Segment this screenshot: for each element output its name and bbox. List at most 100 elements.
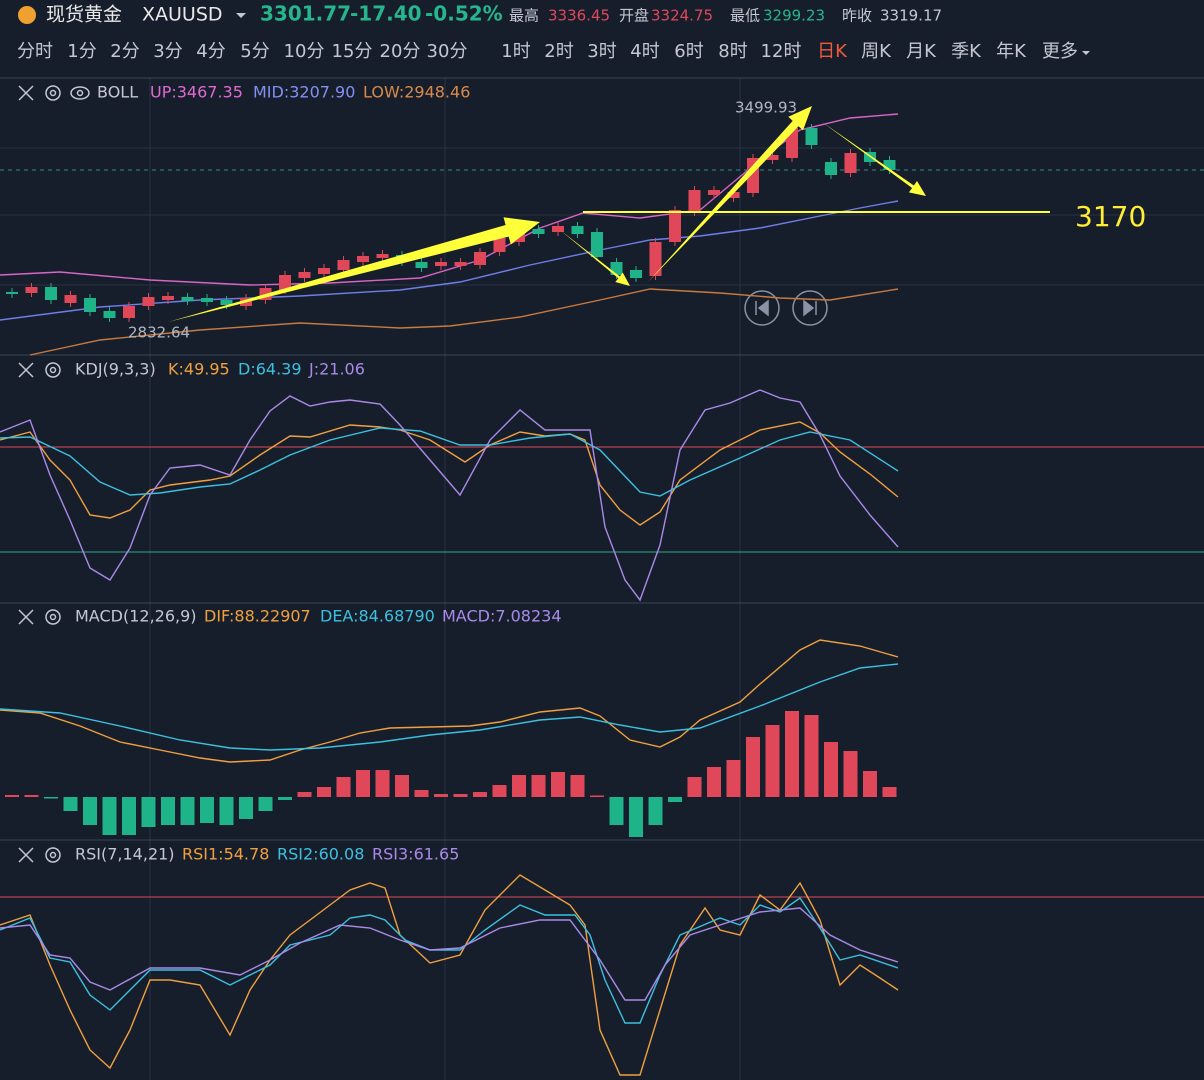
timeframe-tab[interactable]: 周K [861, 41, 892, 62]
histogram-bar [278, 797, 292, 800]
rsi3-line [0, 907, 899, 1001]
boll-mid: MID:3207.90 [253, 83, 355, 102]
timeframe-tab[interactable]: 12时 [761, 41, 802, 62]
histogram-bar [356, 770, 370, 797]
rsi3: RSI3:61.65 [372, 845, 459, 864]
settings-dot [49, 366, 57, 374]
timeframe-tab[interactable]: 8时 [718, 41, 747, 62]
candle-body [766, 155, 779, 160]
boll-low-line [29, 288, 899, 356]
timeframe-tab[interactable]: 更多 [1042, 41, 1078, 62]
kdj-k: K:49.95 [168, 360, 230, 379]
histogram-bar [122, 797, 136, 835]
timeframe-tab[interactable]: 1分 [67, 41, 96, 62]
prev-button[interactable] [744, 290, 780, 326]
indicator-name: KDJ(9,3,3) [75, 360, 156, 379]
settings-dot [49, 851, 57, 859]
rsi2: RSI2:60.08 [277, 845, 364, 864]
candle-body [630, 270, 642, 278]
candle-body [45, 287, 57, 300]
settings-icon[interactable] [45, 609, 61, 625]
histogram-bar [317, 787, 331, 797]
timeframe-tab[interactable]: 日K [817, 41, 848, 62]
caret [1082, 51, 1090, 55]
candle-body [669, 210, 681, 242]
timeframe-tab[interactable]: 20分 [380, 41, 421, 62]
change-pct: -0.52% [425, 2, 503, 26]
timeframe-tab[interactable]: 30分 [427, 41, 468, 62]
timeframe-tab[interactable]: 2分 [110, 41, 139, 62]
gold-icon [18, 6, 36, 24]
timeframe-tab[interactable]: 4分 [196, 41, 225, 62]
histogram-bar [590, 795, 604, 797]
timeframe-tab[interactable]: 月K [906, 41, 937, 62]
arrow [648, 106, 812, 282]
histogram-bar [824, 742, 838, 797]
settings-icon[interactable] [45, 85, 61, 101]
macd-value: MACD:7.08234 [442, 607, 562, 626]
symbol[interactable]: XAUUSD [142, 4, 223, 26]
candle-body [103, 311, 116, 318]
candle-body [84, 298, 96, 312]
indicator-name: BOLL [97, 83, 138, 102]
indicator-name: RSI(7,14,21) [75, 845, 175, 864]
kdj-d: D:64.39 [238, 360, 302, 379]
j-line [0, 389, 899, 602]
histogram-bar [102, 797, 117, 835]
macd-histogram [5, 711, 897, 837]
timeframe-tab[interactable]: 4时 [630, 41, 659, 62]
settings-icon[interactable] [45, 362, 61, 378]
histogram-bar [239, 797, 253, 819]
candle-body [688, 190, 701, 212]
histogram-bar [200, 797, 214, 823]
visibility-icon[interactable] [70, 86, 90, 100]
close-icon[interactable] [18, 609, 34, 625]
eye-dot [76, 89, 84, 97]
candle-body [220, 300, 233, 305]
timeframe-tab[interactable]: 6时 [674, 41, 703, 62]
dea-line [0, 663, 899, 751]
candle-body [591, 232, 603, 257]
histogram-bar [161, 797, 175, 825]
timeframe-tab[interactable]: 分时 [17, 41, 53, 62]
timeframe-tab[interactable]: 年K [996, 41, 1027, 62]
timeframe-tab[interactable]: 10分 [284, 41, 325, 62]
timeframe-tab[interactable]: 1时 [501, 41, 530, 62]
candle-body [825, 162, 837, 175]
level-label: 3170 [1075, 200, 1146, 233]
kdj-j: J:21.06 [308, 360, 365, 379]
settings-icon[interactable] [45, 847, 61, 863]
timeframe-tab[interactable]: 2时 [544, 41, 573, 62]
histogram-bar [434, 794, 448, 797]
timeframe-bar: 分时 1分 2分 3分 4分 5分 10分 15分 20分 30分 1时 2时 3时 4时 6时 8时 12时日… [17, 41, 1090, 62]
histogram-bar [512, 775, 526, 797]
histogram-bar [609, 797, 624, 825]
close-icon[interactable] [18, 362, 34, 378]
timeframe-tab[interactable]: 季K [951, 41, 982, 62]
next-button[interactable] [792, 290, 828, 326]
timeframe-tab[interactable]: 5分 [240, 41, 269, 62]
arrows [168, 106, 926, 322]
candle-body [493, 238, 506, 252]
histogram-bar [668, 797, 682, 802]
candle-body [552, 226, 564, 232]
close-icon[interactable] [18, 847, 34, 863]
boll-up: UP:3467.35 [150, 83, 243, 102]
histogram-bar [473, 792, 487, 797]
rsi1: RSI1:54.78 [182, 845, 269, 864]
change: -17.40 [350, 2, 422, 26]
timeframe-tab[interactable]: 3时 [587, 41, 616, 62]
high-label: 3499.93 [735, 99, 797, 117]
histogram-bar [219, 797, 234, 825]
histogram-bar [141, 797, 156, 827]
playback [744, 290, 828, 326]
timeframe-tab[interactable]: 3分 [153, 41, 182, 62]
dif-line [0, 639, 899, 763]
candle-body [357, 256, 369, 262]
histogram-bar [336, 777, 351, 797]
macd-dif: DIF:88.22907 [204, 607, 311, 626]
timeframe-tab[interactable]: 15分 [332, 41, 373, 62]
close-icon[interactable] [18, 85, 34, 101]
